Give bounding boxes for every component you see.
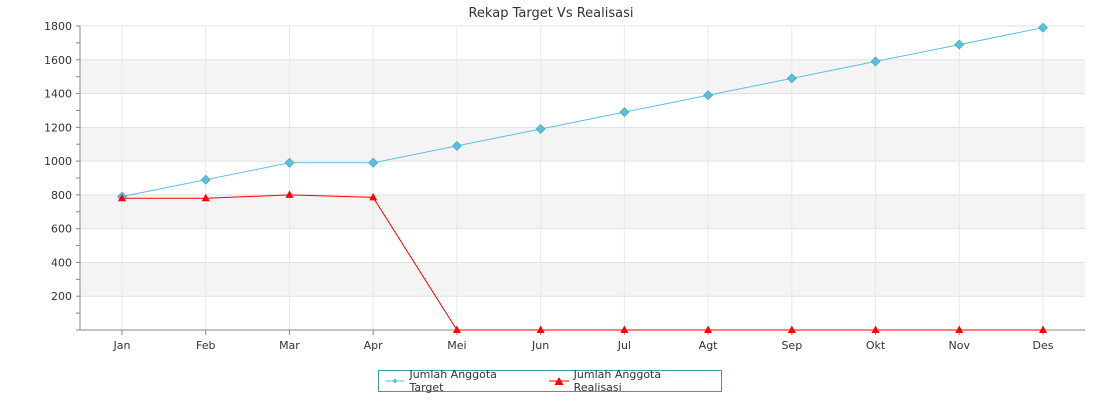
y-tick-label: 800 (51, 189, 72, 202)
x-tick-label: Feb (196, 339, 215, 352)
x-tick-label: Jul (617, 339, 631, 352)
data-point-realisasi (369, 192, 378, 201)
x-tick-labels: Jan Feb Mar Apr Mei Jun Jul Agt Sep Okt Nov Des (113, 339, 1054, 352)
data-point-realisasi (536, 325, 545, 333)
x-tick-label: Agt (699, 339, 719, 352)
data-point-target (1038, 22, 1048, 33)
series-line-2 (122, 194, 1043, 331)
legend-target-swatch (385, 378, 405, 384)
x-tick-label: Nov (949, 339, 971, 352)
x-tick-label: Des (1033, 339, 1054, 352)
legend-realisasi-label: Jumlah Anggota Realisasi (573, 368, 662, 394)
data-point-target (870, 56, 881, 67)
y-tick-label: 1200 (44, 121, 72, 134)
data-point-target (535, 124, 546, 134)
plot-band (80, 262, 1085, 297)
grid-lines (80, 25, 1085, 330)
data-point-realisasi (871, 325, 880, 333)
data-point-realisasi (285, 190, 294, 198)
data-point-target (954, 39, 965, 50)
data-point-target (284, 157, 295, 168)
chart-legend[interactable]: Jumlah Anggota Target Jumlah Anggota Rea… (378, 368, 722, 394)
data-point-realisasi (704, 325, 713, 333)
series-lines (121, 27, 1044, 331)
x-tick-label: Jan (113, 339, 131, 352)
data-point-realisasi (955, 325, 964, 333)
x-tick-label: Jun (531, 339, 549, 352)
data-point-realisasi (118, 193, 126, 202)
y-tick-label: 600 (51, 223, 72, 236)
x-tick-label: Mar (279, 339, 300, 352)
data-point-realisasi (787, 325, 796, 333)
x-tick-label: Apr (364, 339, 384, 352)
series-line-1 (121, 27, 1044, 198)
chart-title: Rekap Target Vs Realisasi (468, 6, 633, 21)
legend-item-target[interactable]: Jumlah Anggota Target (385, 368, 531, 394)
data-point-target (619, 107, 630, 118)
data-point-target (786, 73, 797, 84)
x-tick-label: Mei (447, 339, 466, 352)
x-tick-label: Okt (866, 339, 886, 352)
y-tick-label: 1000 (44, 155, 72, 168)
line-chart-svg: Rekap Target Vs Realisasi 200 400 600 800 10… (44, 6, 1085, 352)
plot-bands (80, 59, 1085, 297)
data-point-realisasi (201, 193, 210, 202)
series-markers (117, 22, 1048, 333)
data-point-realisasi (1039, 325, 1047, 333)
data-point-realisasi (452, 325, 461, 333)
y-tick-label: 1800 (44, 20, 72, 33)
y-tick-label: 200 (51, 290, 72, 303)
legend-item-realisasi[interactable]: Jumlah Anggota Realisasi (549, 368, 709, 394)
legend-target-label: Jumlah Anggota Target (409, 368, 497, 394)
plot-band (80, 194, 1085, 229)
data-point-target (368, 157, 379, 168)
plot-band (80, 59, 1085, 94)
y-tick-label: 400 (51, 256, 72, 269)
data-point-realisasi (620, 325, 629, 333)
plot-band (80, 127, 1085, 162)
data-point-target (451, 140, 462, 151)
y-tick-label: 1600 (44, 54, 72, 67)
data-point-target (703, 90, 714, 101)
data-point-target (200, 174, 211, 185)
x-tick-label: Sep (781, 339, 802, 352)
legend-realisasi-swatch (549, 377, 569, 385)
y-tick-label: 1400 (44, 88, 72, 101)
y-tick-labels: 200 400 600 800 1000 1200 1400 1600 1800 (44, 20, 72, 303)
